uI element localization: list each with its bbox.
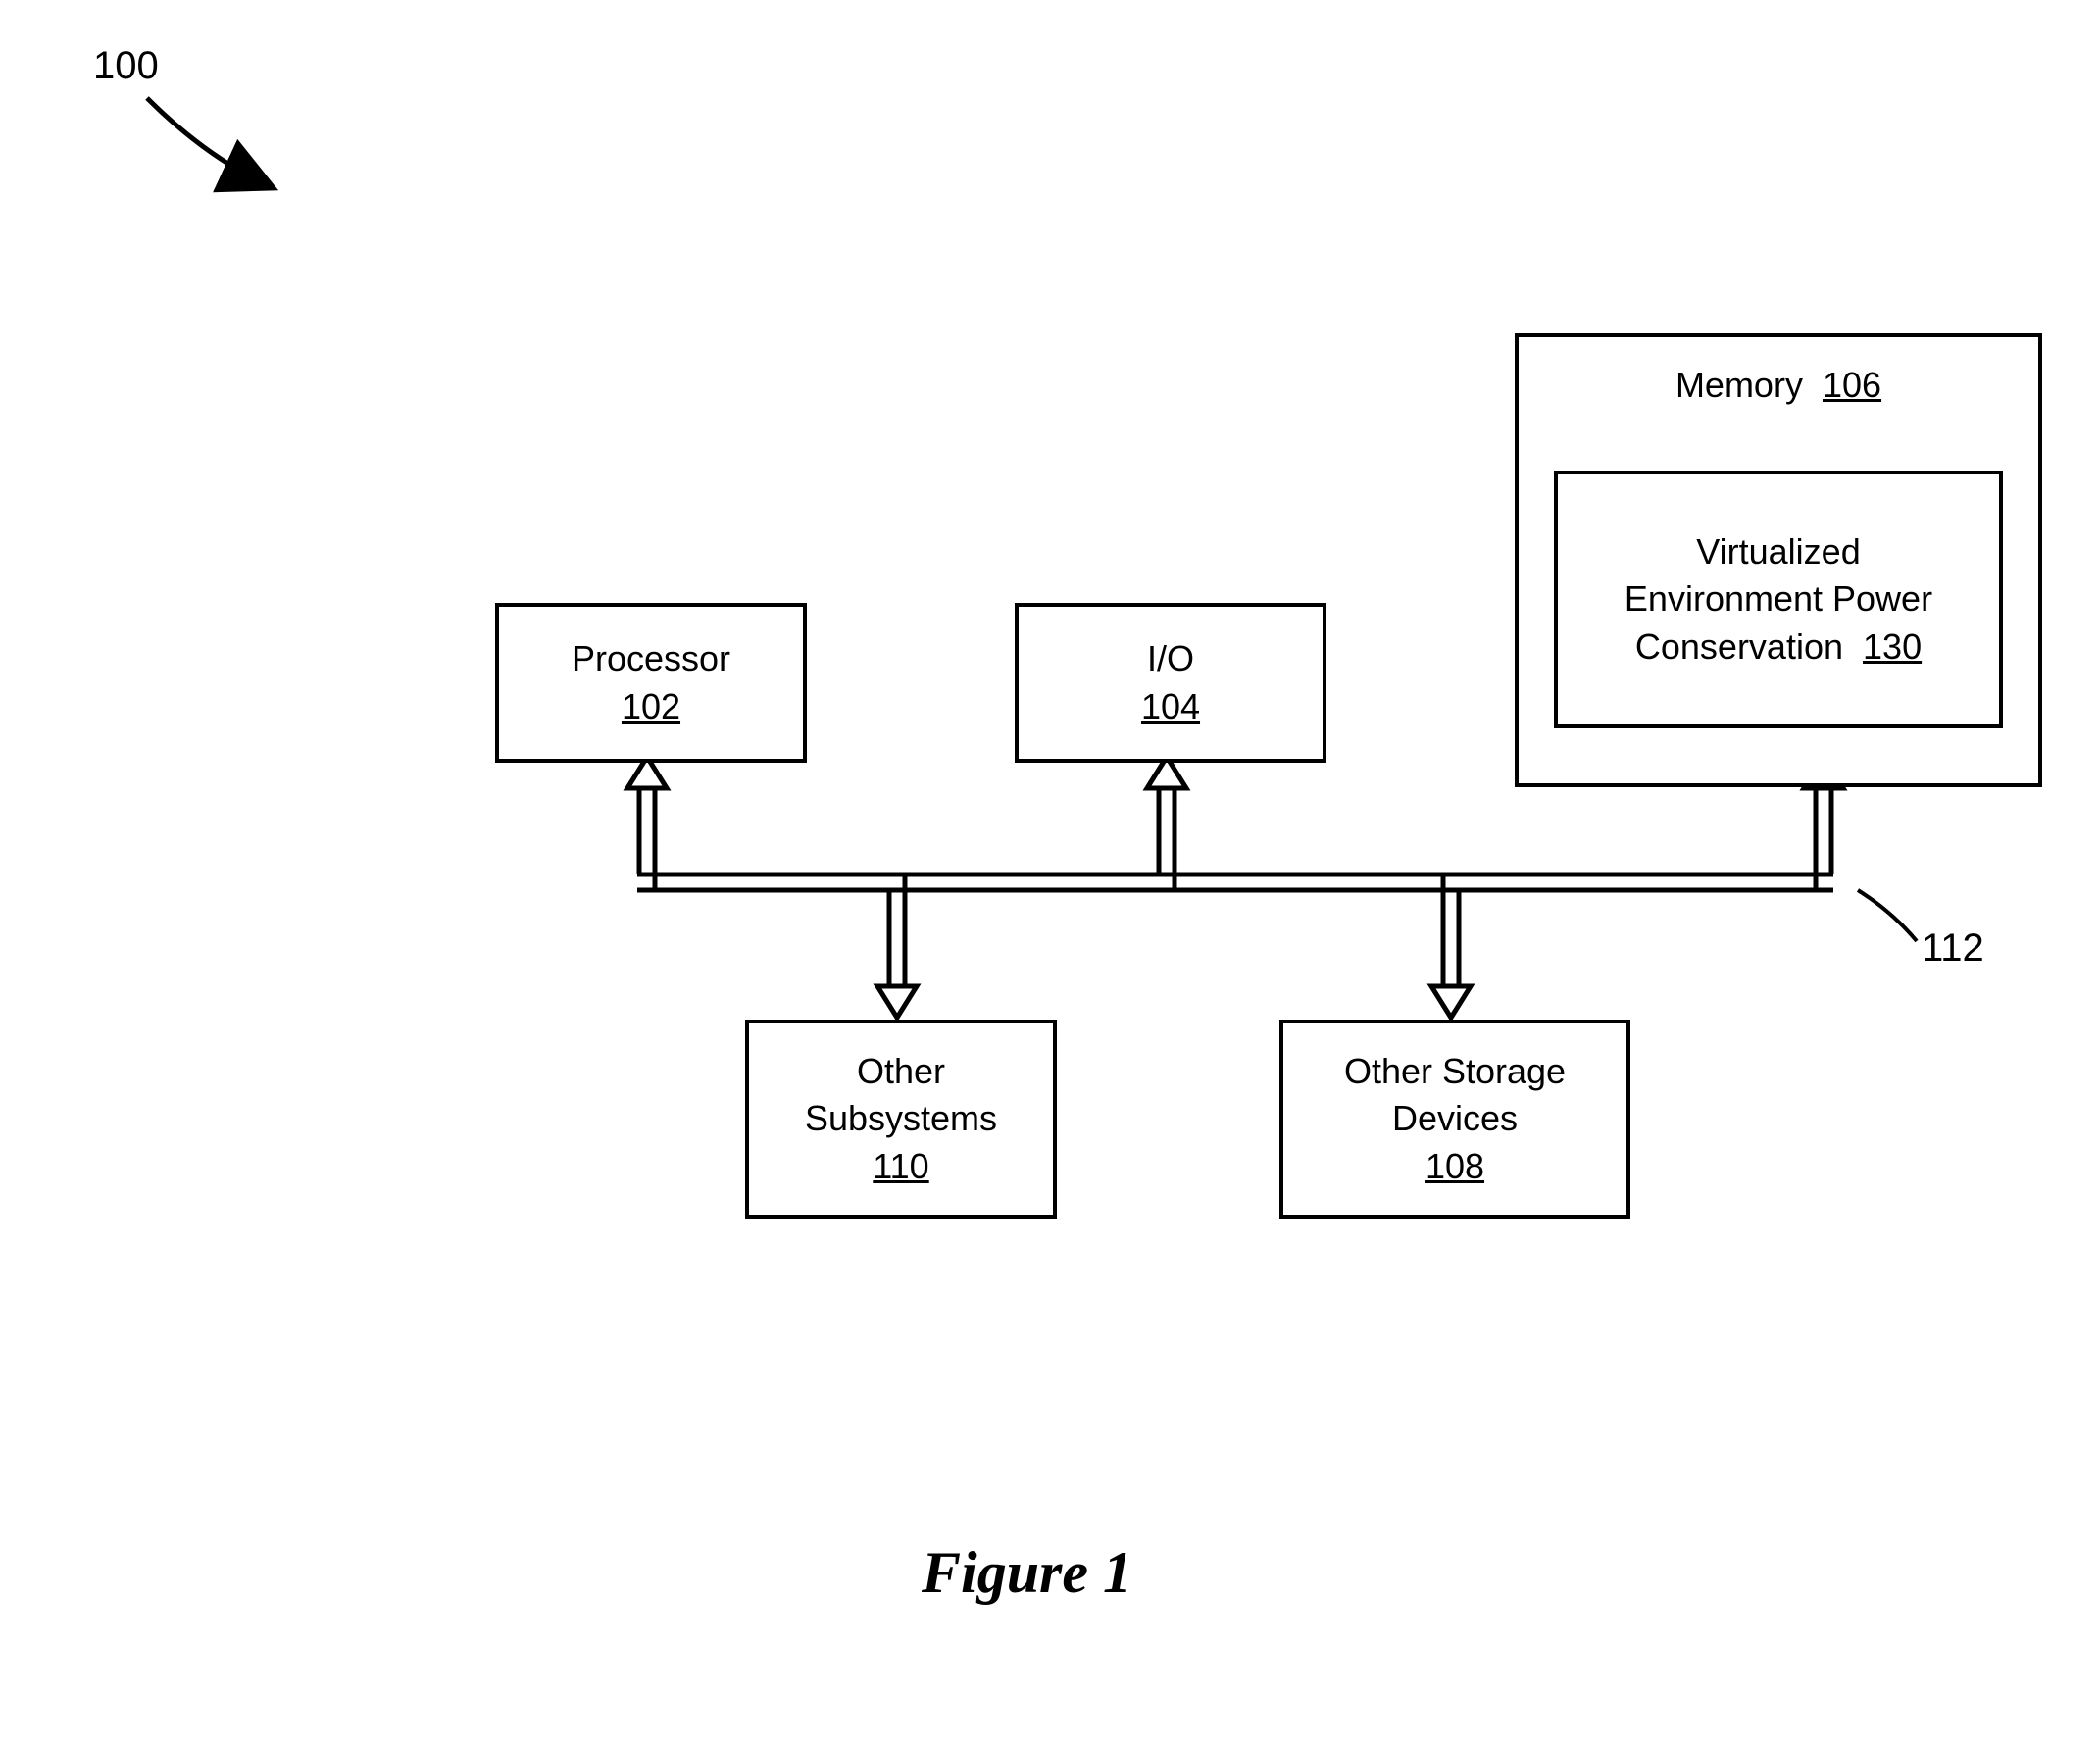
processor-ref: 102 [622, 683, 680, 731]
processor-block: Processor 102 [495, 603, 807, 763]
storage-ref: 108 [1425, 1143, 1484, 1191]
storage-label-1: Other Storage [1344, 1048, 1566, 1096]
io-label: I/O [1147, 635, 1194, 683]
memory-ref: 106 [1823, 365, 1881, 405]
memory-label-row: Memory 106 [1675, 362, 1881, 410]
subsystems-ref: 110 [873, 1143, 928, 1191]
diagram-canvas: 100 [0, 0, 2100, 1747]
processor-label: Processor [572, 635, 730, 683]
storage-label-2: Devices [1392, 1095, 1518, 1143]
figure-caption: Figure 1 [922, 1539, 1132, 1607]
subsystems-label-2: Subsystems [805, 1095, 997, 1143]
io-block: I/O 104 [1015, 603, 1326, 763]
vepc-label-3: Conservation [1635, 626, 1843, 667]
vepc-label-1: Virtualized [1696, 528, 1860, 576]
storage-block: Other Storage Devices 108 [1279, 1020, 1630, 1219]
io-ref: 104 [1141, 683, 1200, 731]
vepc-label-row3: Conservation 130 [1635, 624, 1922, 672]
ref-label-112: 112 [1922, 926, 1984, 971]
memory-label: Memory [1675, 365, 1803, 405]
diagram-svg [0, 0, 2100, 1747]
subsystems-label-1: Other [857, 1048, 945, 1096]
vepc-block: Virtualized Environment Power Conservati… [1554, 471, 2003, 728]
subsystems-block: Other Subsystems 110 [745, 1020, 1057, 1219]
vepc-label-2: Environment Power [1625, 575, 1932, 624]
vepc-ref: 130 [1863, 626, 1922, 667]
